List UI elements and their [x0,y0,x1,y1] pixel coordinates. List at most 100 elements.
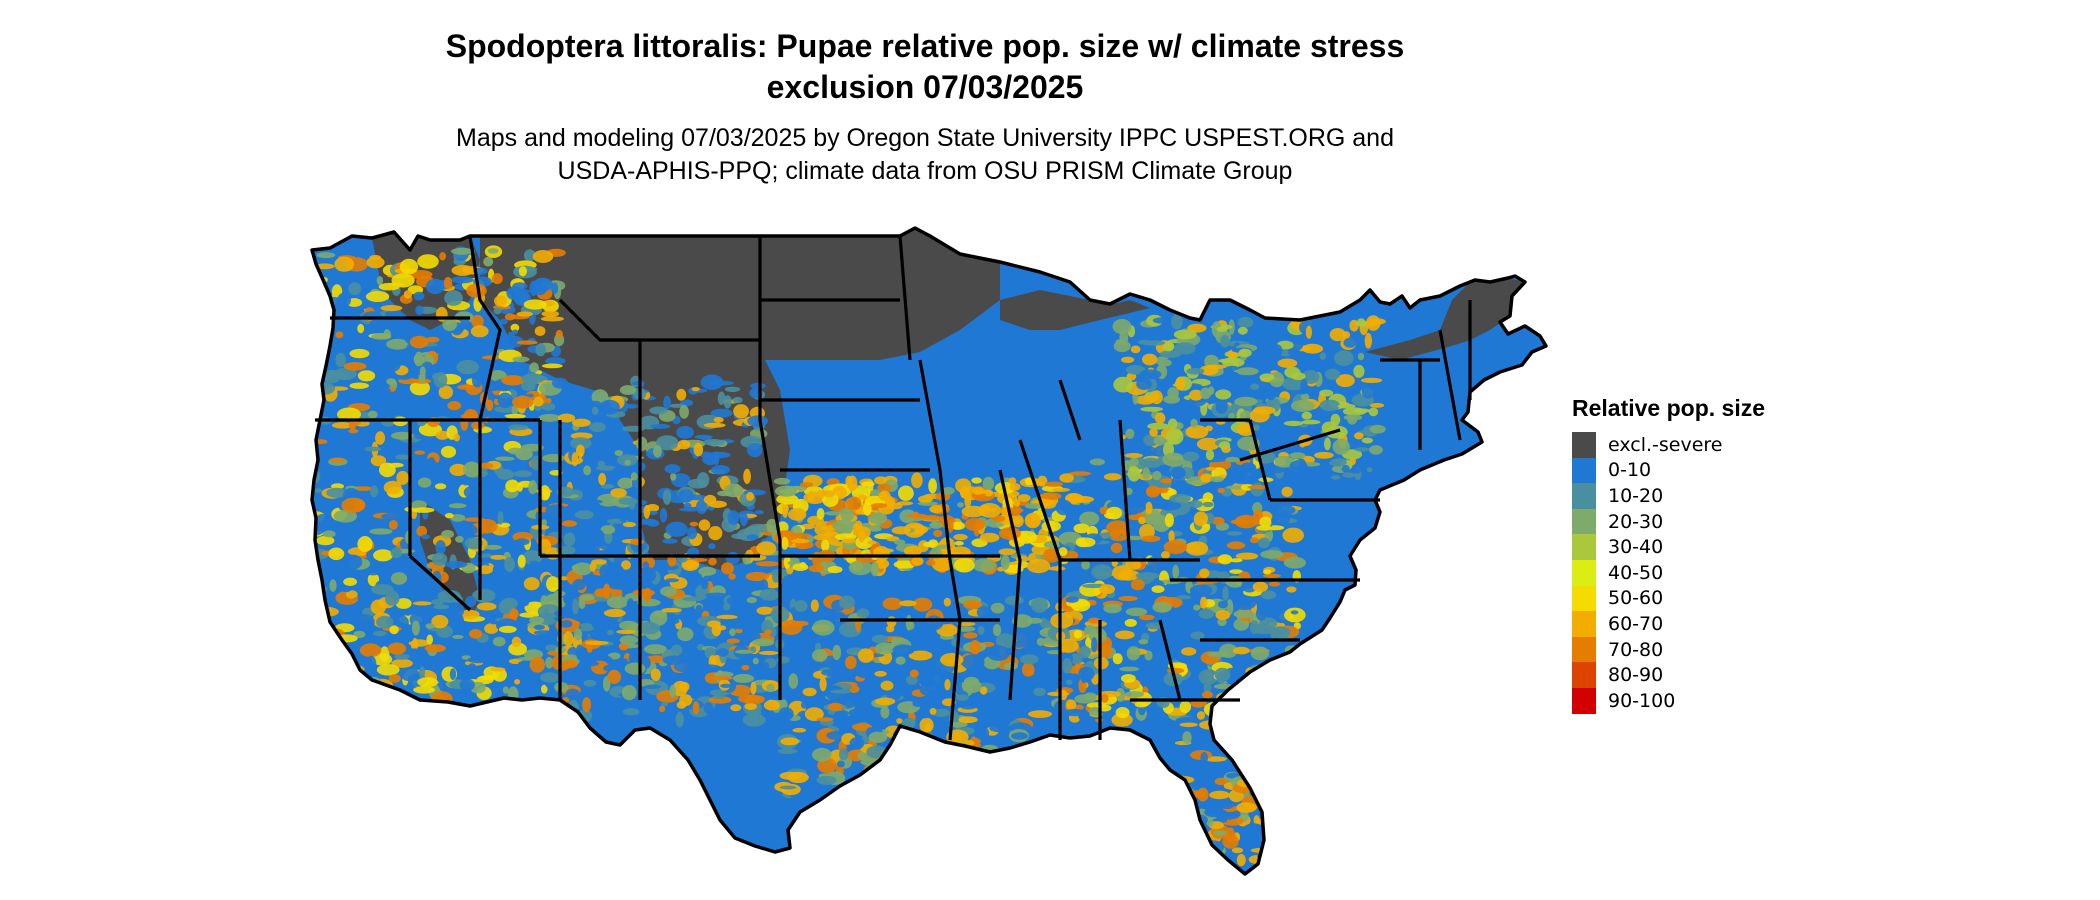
population-patch [316,535,335,546]
population-patch [878,490,891,502]
population-patch [579,594,595,601]
population-patch [581,454,598,462]
population-patch [381,354,403,361]
population-patch [1020,654,1039,665]
population-patch [1138,516,1146,525]
population-patch [484,544,502,550]
population-patch [1189,500,1203,509]
legend-swatch [1572,483,1596,509]
population-patch [701,435,711,441]
population-patch [621,560,631,570]
population-patch [397,320,407,329]
population-patch [986,645,1011,661]
population-patch [349,348,370,359]
population-patch [1271,627,1291,636]
population-patch [998,527,1022,540]
population-patch [611,543,619,554]
population-patch [811,649,828,662]
population-patch [836,760,845,768]
population-patch [318,339,328,352]
population-patch [1165,428,1184,445]
population-patch [886,616,897,628]
population-patch [659,507,668,523]
population-patch [403,290,413,299]
population-patch [374,640,389,647]
population-patch [1266,845,1273,858]
population-patch [510,323,520,332]
population-patch [444,290,463,306]
population-patch [516,311,534,317]
population-patch [1214,667,1231,682]
population-patch [529,656,545,673]
population-patch [614,450,623,456]
population-patch [494,295,507,307]
population-patch [1283,556,1306,569]
population-patch [1067,750,1079,759]
legend-item: 20-30 [1572,508,1765,535]
population-patch [514,538,530,546]
population-patch [1031,597,1048,613]
population-patch [639,567,657,583]
population-patch [1251,754,1264,763]
population-patch [744,710,762,715]
population-patch [364,630,371,636]
population-patch [1245,761,1268,767]
population-patch [1110,542,1123,554]
population-patch [317,649,325,661]
population-patch [479,553,493,558]
population-patch [1175,376,1186,391]
legend-label: 0-10 [1608,459,1652,482]
population-patch [1079,511,1100,526]
population-patch [467,656,490,664]
population-patch [577,623,595,632]
population-patch [655,435,679,451]
population-patch [1225,365,1239,371]
population-patch [794,600,808,612]
population-patch [839,748,849,761]
population-patch [388,674,401,683]
population-patch [1239,748,1247,759]
state-border [898,235,912,361]
population-patch [508,642,527,656]
population-patch [1235,552,1259,560]
population-patch [452,508,470,515]
population-patch [1085,794,1101,806]
population-patch [1167,387,1179,399]
population-patch [708,500,727,508]
population-patch [1284,607,1306,623]
population-patch [1281,486,1293,497]
population-patch [925,737,933,750]
population-patch [1091,637,1098,653]
population-patch [1115,707,1130,719]
population-patch [1342,331,1351,339]
population-patch [617,477,634,489]
population-patch [650,668,661,681]
population-patch [1167,488,1177,497]
population-patch [669,684,677,699]
population-patch [1078,502,1086,512]
population-patch [1247,704,1254,711]
population-patch [616,629,637,634]
population-patch [421,534,431,540]
population-patch [413,567,425,581]
population-patch [852,523,860,531]
population-patch [583,679,597,687]
population-patch [1178,848,1195,855]
population-patch [979,741,994,746]
population-patch [810,599,819,612]
population-patch [572,598,579,615]
population-patch [889,786,900,791]
population-patch [390,572,408,585]
population-patch [1256,525,1273,531]
population-patch [831,792,840,800]
population-patch [449,463,467,476]
population-patch [700,374,724,390]
population-patch [563,532,576,547]
population-patch [471,314,484,328]
population-patch [735,628,743,634]
population-patch [1324,437,1331,451]
population-patch [1253,815,1260,825]
population-patch [677,489,694,503]
population-patch [378,282,400,291]
population-patch [1259,516,1272,528]
